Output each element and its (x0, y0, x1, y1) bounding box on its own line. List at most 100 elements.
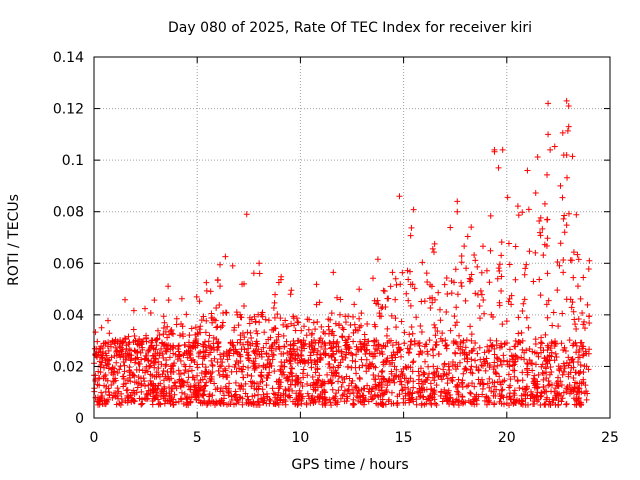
data-point (109, 394, 116, 401)
data-point (408, 324, 415, 331)
data-point (269, 385, 276, 392)
data-point (400, 395, 407, 402)
data-point (564, 174, 571, 181)
data-point (499, 146, 506, 153)
data-point (483, 267, 490, 274)
data-point (579, 345, 586, 352)
data-point (338, 374, 345, 381)
data-point (561, 212, 568, 219)
data-point (96, 396, 103, 403)
data-point (541, 400, 548, 407)
data-point (189, 345, 196, 352)
data-point (379, 367, 386, 374)
data-point (523, 386, 530, 393)
data-point (330, 344, 337, 351)
data-point (364, 382, 371, 389)
data-point (234, 349, 241, 356)
data-point (328, 402, 335, 409)
data-point (350, 338, 357, 345)
data-point (274, 311, 281, 318)
data-point (244, 329, 251, 336)
data-point (199, 361, 206, 368)
data-point (297, 379, 304, 386)
data-point (343, 339, 350, 346)
data-point (345, 386, 352, 393)
data-point (586, 319, 593, 326)
data-point (541, 388, 548, 395)
data-point (127, 369, 134, 376)
data-point (465, 382, 472, 389)
data-point (416, 385, 423, 392)
data-point (385, 295, 392, 302)
data-point (186, 332, 193, 339)
data-point (473, 391, 480, 398)
data-point (455, 376, 462, 383)
data-point (397, 281, 404, 288)
data-point (454, 381, 461, 388)
data-point (277, 315, 284, 322)
data-point (444, 375, 451, 382)
data-point (180, 382, 187, 389)
data-point (407, 396, 414, 403)
data-points (91, 97, 593, 409)
data-point (558, 398, 565, 405)
data-point (405, 276, 412, 283)
data-point (440, 366, 447, 373)
data-point (282, 387, 289, 394)
data-point (216, 302, 223, 309)
data-point (533, 393, 540, 400)
data-point (151, 364, 158, 371)
data-point (449, 398, 456, 405)
data-point (260, 391, 267, 398)
data-point (495, 265, 502, 272)
data-point (547, 401, 554, 408)
data-point (327, 378, 334, 385)
data-point (544, 171, 551, 178)
data-point (318, 382, 325, 389)
data-point (480, 296, 487, 303)
data-point (133, 349, 140, 356)
data-point (106, 330, 113, 337)
data-point (398, 378, 405, 385)
data-point (165, 297, 172, 304)
data-point (511, 359, 518, 366)
data-point (533, 350, 540, 357)
data-point (375, 341, 382, 348)
data-point (246, 357, 253, 364)
data-point (339, 392, 346, 399)
data-point (536, 218, 543, 225)
data-point (259, 309, 266, 316)
data-point (255, 391, 262, 398)
data-point (164, 368, 171, 375)
data-point (313, 301, 320, 308)
data-point (270, 390, 277, 397)
data-point (565, 123, 572, 130)
data-point (427, 380, 434, 387)
data-point (254, 330, 261, 337)
data-point (488, 342, 495, 349)
data-point (451, 313, 458, 320)
data-point (378, 305, 385, 312)
data-point (288, 287, 295, 294)
data-point (422, 358, 429, 365)
data-point (565, 210, 572, 217)
data-point (168, 375, 175, 382)
data-point (349, 352, 356, 359)
data-point (487, 247, 494, 254)
data-point (376, 310, 383, 317)
data-point (334, 401, 341, 408)
data-point (572, 369, 579, 376)
data-point (314, 347, 321, 354)
data-point (563, 296, 570, 303)
data-point (155, 365, 162, 372)
data-point (548, 388, 555, 395)
data-point (241, 303, 248, 310)
data-point (370, 342, 377, 349)
data-point (219, 388, 226, 395)
data-point (429, 294, 436, 301)
data-point (173, 321, 180, 328)
data-point (541, 241, 548, 248)
data-point (154, 335, 161, 342)
data-point (446, 395, 453, 402)
data-point (544, 314, 551, 321)
